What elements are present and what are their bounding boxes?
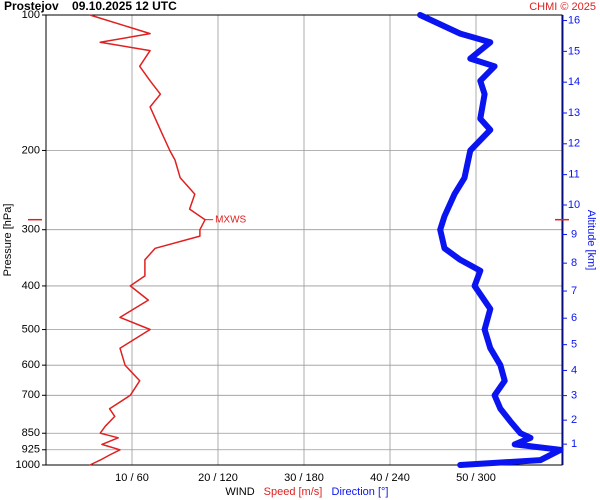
legend-direction: Direction [°] [332, 486, 389, 498]
y2-tick-label: 15 [568, 45, 580, 57]
x-tick-label: 40 / 240 [370, 472, 410, 484]
credit: CHMI © 2025 [529, 1, 596, 13]
y-tick-label: 850 [22, 427, 40, 439]
y-tick-label: 200 [22, 144, 40, 156]
y2-tick-label: 7 [571, 285, 577, 297]
y2-tick-label: 2 [571, 414, 577, 426]
mxws-label: MXWS [215, 214, 246, 225]
x-tick-label: 30 / 180 [284, 472, 324, 484]
y2-tick-label: 13 [568, 107, 580, 119]
y2-tick-label: 5 [571, 339, 577, 351]
x-tick-label: 10 / 60 [115, 472, 149, 484]
y2-tick-label: 3 [571, 390, 577, 402]
y-tick-label: 100 [22, 9, 40, 21]
y2-tick-label: 10 [568, 199, 580, 211]
y-tick-label: 600 [22, 359, 40, 371]
chart-title: Prostejov 09.10.2025 12 UTC [4, 0, 177, 13]
y2-tick-label: 11 [568, 169, 579, 181]
y2-tick-label: 6 [571, 312, 577, 324]
y-tick-label: 925 [22, 444, 40, 456]
y-tick-label: 1000 [16, 459, 40, 471]
plot-frame [45, 14, 563, 466]
y2-tick-label: 1 [571, 438, 577, 450]
y2-tick-label: 14 [568, 76, 580, 88]
y-tick-label: 400 [22, 280, 40, 292]
series-line [89, 14, 206, 466]
x-axis-label: WIND [225, 486, 254, 498]
legend-speed: Speed [m/s] [264, 486, 323, 498]
y2-tick-label: 9 [571, 228, 577, 240]
x-tick-label: 50 / 300 [456, 472, 496, 484]
x-tick-label: 20 / 120 [198, 472, 238, 484]
y2-tick-label: 12 [568, 138, 580, 150]
y2-tick-label: 16 [568, 14, 580, 26]
series-line [417, 12, 564, 468]
y2-tick-label: 4 [571, 364, 577, 376]
y2-axis-label: Altitude [km] [585, 210, 597, 271]
y2-tick-label: 8 [571, 257, 577, 269]
y-tick-label: 500 [22, 323, 40, 335]
y-axis-label: Pressure [hPa] [2, 204, 14, 277]
y-tick-label: 700 [22, 389, 40, 401]
y-tick-label: 300 [22, 224, 40, 236]
